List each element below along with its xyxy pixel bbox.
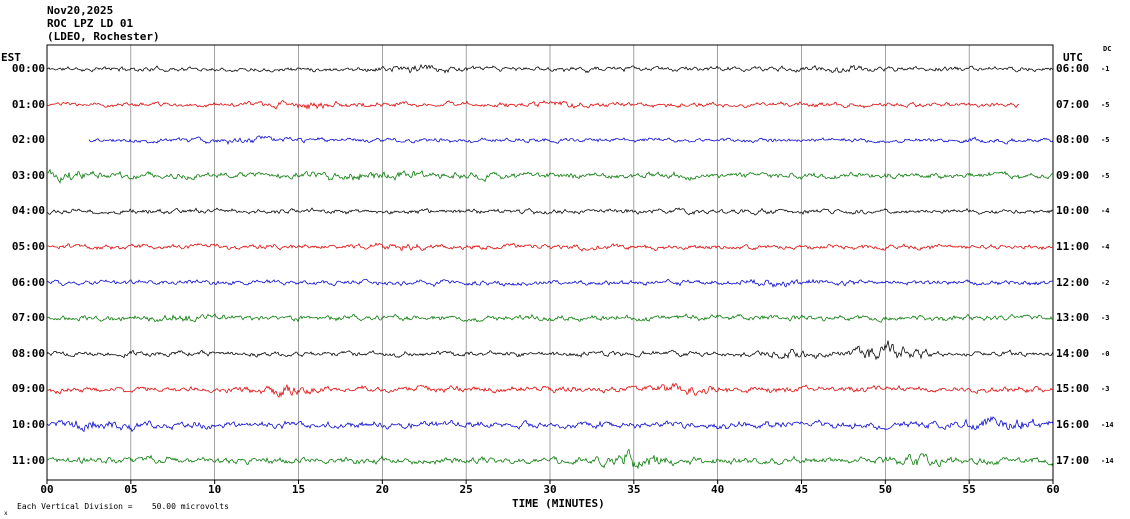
trace-11:00: [46, 448, 1054, 470]
trace-05:00: [46, 242, 1054, 252]
row-dc-value: -14: [1101, 421, 1114, 429]
x-tick-label: 45: [794, 483, 809, 496]
x-tick-label: 15: [291, 483, 306, 496]
dc-column-header: DC: [1103, 45, 1112, 53]
trace-03:00: [46, 168, 1054, 184]
x-tick-label: 35: [627, 483, 641, 496]
trace-01:00: [46, 100, 1020, 111]
x-tick-label: 40: [711, 483, 725, 496]
row-dc-value: -5: [1101, 136, 1110, 145]
row-dc-value: -14: [1101, 456, 1114, 465]
x-tick-label: 10: [208, 483, 222, 496]
row-label-est: 02:00: [11, 133, 45, 147]
row-label-est: 05:00: [11, 240, 45, 253]
plot-border: [46, 44, 1054, 481]
trace-07:00: [46, 313, 1054, 323]
row-label-utc: 07:00: [1056, 97, 1090, 111]
title-block: Nov20,2025 ROC LPZ LD 01 (LDEO, Rocheste…: [47, 4, 160, 43]
x-tick-label: 30: [543, 483, 557, 496]
trace-04:00: [46, 207, 1054, 216]
row-dc-value: -4: [1101, 243, 1110, 251]
row-label-est: 10:00: [11, 418, 45, 431]
x-tick-label: 55: [962, 483, 976, 496]
corner-mark: x: [4, 510, 8, 517]
row-label-utc: 11:00: [1056, 240, 1090, 253]
row-label-est: 04:00: [11, 204, 45, 218]
x-tick-label: 05: [124, 483, 138, 496]
title-location: (LDEO, Rochester): [47, 30, 160, 43]
row-dc-value: -4: [1101, 207, 1110, 216]
row-label-utc: 15:00: [1056, 382, 1090, 396]
row-label-est: 01:00: [11, 97, 45, 111]
row-label-utc: 08:00: [1056, 133, 1090, 147]
right-axis-header: UTC: [1063, 51, 1083, 64]
trace-02:00: [88, 135, 1054, 145]
row-dc-value: -3: [1101, 314, 1110, 323]
trace-08:00: [46, 340, 1054, 361]
x-tick-label: 20: [375, 483, 389, 496]
row-dc-value: -5: [1101, 171, 1110, 180]
row-label-est: 11:00: [11, 453, 45, 467]
row-label-utc: 12:00: [1056, 275, 1090, 289]
row-label-est: 00:00: [11, 62, 45, 75]
left-axis-header: EST: [1, 51, 21, 64]
row-label-est: 08:00: [11, 346, 45, 360]
x-tick-label: 50: [878, 483, 892, 496]
row-label-utc: 06:00: [1056, 62, 1090, 75]
row-dc-value: -0: [1101, 349, 1110, 358]
trace-09:00: [46, 382, 1054, 398]
x-tick-label: 60: [1046, 483, 1060, 496]
row-label-utc: 14:00: [1056, 346, 1090, 360]
title-station: ROC LPZ LD 01: [47, 17, 134, 30]
x-tick-label: 25: [459, 483, 473, 496]
row-label-est: 03:00: [11, 168, 45, 182]
row-label-utc: 09:00: [1056, 168, 1090, 182]
row-dc-value: -2: [1101, 278, 1110, 287]
row-dc-value: -5: [1101, 100, 1110, 109]
title-date: Nov20,2025: [47, 4, 114, 17]
row-label-est: 09:00: [11, 382, 45, 396]
x-axis-label: TIME (MINUTES): [512, 497, 605, 510]
row-dc-value: -3: [1101, 385, 1110, 394]
trace-00:00: [46, 63, 1054, 74]
trace-06:00: [46, 278, 1053, 288]
row-label-est: 07:00: [11, 311, 45, 325]
scale-note: Each Vertical Division = 50.00 microvolt…: [17, 502, 229, 511]
row-label-est: 06:00: [11, 275, 45, 289]
row-label-utc: 17:00: [1056, 453, 1090, 467]
trace-10:00: [46, 416, 1054, 433]
x-tick-label: 00: [40, 483, 54, 496]
row-label-utc: 16:00: [1056, 418, 1090, 431]
row-label-utc: 10:00: [1056, 204, 1090, 218]
row-dc-value: -1: [1101, 65, 1110, 73]
row-label-utc: 13:00: [1056, 311, 1090, 325]
